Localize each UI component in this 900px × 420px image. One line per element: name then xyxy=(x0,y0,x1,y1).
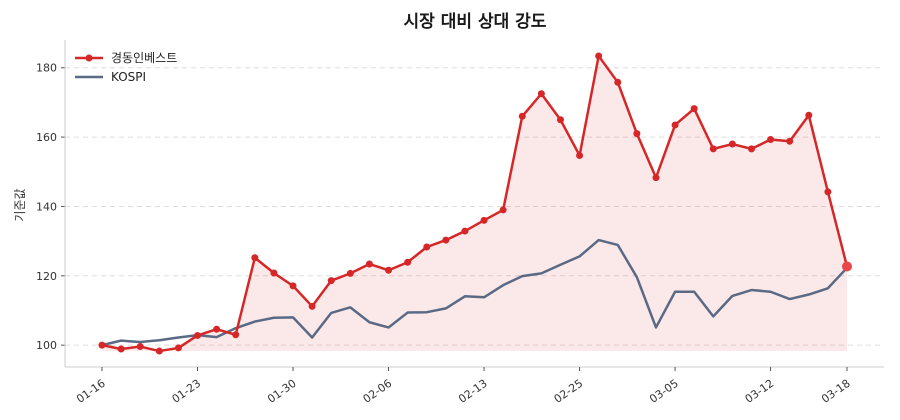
data-point-kyungdong xyxy=(518,112,526,120)
data-point-kyungdong xyxy=(556,116,564,124)
data-point-kyungdong xyxy=(346,269,354,277)
legend-label-kospi: KOSPI xyxy=(111,70,146,84)
data-point-kyungdong xyxy=(308,302,316,310)
x-tick-label: 03-18 xyxy=(819,377,853,406)
data-point-kyungdong xyxy=(136,343,144,351)
data-point-kyungdong xyxy=(576,151,584,159)
data-point-kyungdong xyxy=(385,266,393,274)
data-point-kyungdong xyxy=(595,52,603,60)
data-point-kyungdong xyxy=(842,261,852,272)
chart-title: 시장 대비 상대 강도 xyxy=(404,12,547,32)
data-point-kyungdong xyxy=(633,130,641,138)
data-point-kyungdong xyxy=(423,243,431,251)
data-point-kyungdong xyxy=(442,236,450,244)
data-point-kyungdong xyxy=(194,331,202,339)
data-point-kyungdong xyxy=(824,188,832,196)
y-tick-label: 120 xyxy=(36,270,57,283)
data-point-kyungdong xyxy=(747,145,755,153)
data-point-kyungdong xyxy=(767,136,775,144)
legend: 경동인베스트 KOSPI xyxy=(75,51,177,84)
x-tick-label: 01-16 xyxy=(74,377,108,406)
x-tick-label: 02-13 xyxy=(456,377,490,406)
data-point-kyungdong xyxy=(404,258,412,266)
x-tick-label: 03-05 xyxy=(647,377,681,406)
data-point-kyungdong xyxy=(251,254,259,262)
data-point-kyungdong xyxy=(671,121,679,129)
data-point-kyungdong xyxy=(461,227,469,235)
y-tick-label: 140 xyxy=(36,200,57,213)
data-point-kyungdong xyxy=(728,140,736,148)
area-fill-kyungdong xyxy=(102,55,847,352)
x-tick-label: 01-30 xyxy=(265,377,299,406)
data-point-kyungdong xyxy=(786,137,794,145)
y-tick-label: 100 xyxy=(36,339,57,352)
legend-marker-kyungdong xyxy=(85,54,93,62)
series-line-kyungdong xyxy=(101,54,849,353)
y-tick-label: 160 xyxy=(36,131,57,144)
y-tick-label: 180 xyxy=(36,62,57,75)
data-point-kyungdong xyxy=(652,174,660,182)
data-point-kyungdong xyxy=(499,206,507,214)
legend-label-kyungdong: 경동인베스트 xyxy=(111,51,177,65)
data-point-kyungdong xyxy=(213,325,221,333)
data-point-kyungdong xyxy=(480,216,488,224)
y-axis-label: 기준값 xyxy=(13,188,27,221)
data-point-kyungdong xyxy=(805,111,813,119)
data-point-kyungdong xyxy=(327,277,335,285)
data-point-kyungdong xyxy=(155,347,163,355)
x-tick-label: 02-25 xyxy=(552,377,586,406)
data-point-kyungdong xyxy=(289,282,297,290)
data-point-kyungdong xyxy=(98,341,106,349)
data-point-kyungdong xyxy=(232,331,240,339)
data-point-kyungdong xyxy=(537,90,545,98)
data-point-kyungdong xyxy=(709,145,717,153)
x-tick-label: 03-12 xyxy=(743,377,777,406)
data-point-kyungdong xyxy=(365,260,373,268)
x-tick-label: 02-06 xyxy=(361,377,395,406)
data-point-kyungdong xyxy=(174,344,182,352)
data-point-kyungdong xyxy=(117,345,125,353)
data-point-kyungdong xyxy=(690,105,698,113)
data-point-kyungdong xyxy=(614,78,622,86)
x-tick-label: 01-23 xyxy=(170,377,204,406)
data-point-kyungdong xyxy=(270,269,278,277)
